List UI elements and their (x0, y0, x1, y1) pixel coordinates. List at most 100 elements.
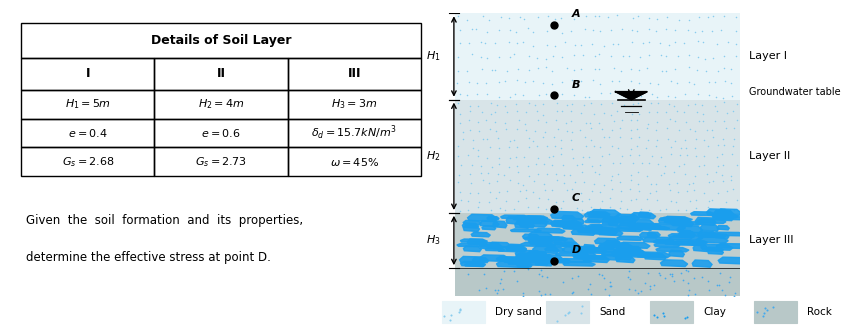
Polygon shape (501, 215, 530, 219)
Bar (155, 147, 287, 176)
Polygon shape (462, 223, 479, 228)
Polygon shape (671, 221, 701, 225)
Text: Clay: Clay (703, 307, 726, 317)
Bar (155, 58, 287, 90)
Polygon shape (516, 253, 549, 261)
Polygon shape (696, 237, 728, 243)
Polygon shape (583, 255, 609, 262)
Polygon shape (630, 219, 654, 226)
Text: $H_2$: $H_2$ (426, 150, 440, 163)
Polygon shape (456, 243, 490, 247)
Polygon shape (471, 232, 490, 237)
Text: Dry sand: Dry sand (495, 307, 542, 317)
Text: $\omega = 45\%$: $\omega = 45\%$ (330, 156, 379, 168)
Polygon shape (591, 225, 603, 228)
Polygon shape (519, 220, 547, 227)
Polygon shape (659, 218, 673, 223)
Polygon shape (523, 234, 540, 239)
Polygon shape (615, 214, 639, 220)
Polygon shape (520, 242, 556, 247)
Bar (455, 100, 740, 213)
Polygon shape (679, 231, 695, 237)
Polygon shape (536, 251, 547, 258)
Polygon shape (496, 260, 531, 268)
Bar (21, 147, 155, 176)
Polygon shape (610, 217, 624, 223)
Polygon shape (536, 242, 567, 247)
Text: Sand: Sand (599, 307, 626, 317)
Polygon shape (616, 256, 635, 263)
Bar (442, 301, 484, 323)
Polygon shape (577, 228, 602, 233)
Polygon shape (530, 240, 548, 245)
Text: Layer II: Layer II (749, 151, 790, 161)
Polygon shape (573, 252, 597, 259)
Polygon shape (692, 242, 705, 245)
Text: I: I (86, 67, 90, 80)
Polygon shape (617, 236, 643, 240)
Polygon shape (718, 257, 751, 264)
Polygon shape (577, 256, 604, 259)
Polygon shape (507, 258, 541, 265)
Polygon shape (692, 260, 712, 267)
Polygon shape (468, 214, 498, 222)
Polygon shape (615, 254, 632, 260)
Polygon shape (615, 249, 645, 255)
Polygon shape (640, 232, 658, 238)
Polygon shape (563, 225, 590, 229)
Polygon shape (463, 220, 481, 225)
Polygon shape (589, 248, 616, 252)
Polygon shape (604, 240, 620, 248)
Polygon shape (631, 212, 655, 219)
Bar (650, 301, 693, 323)
Polygon shape (669, 250, 684, 257)
Text: Given  the  soil  formation  and  its  properties,: Given the soil formation and its propert… (26, 214, 303, 227)
Polygon shape (608, 219, 633, 226)
Polygon shape (583, 244, 596, 252)
Polygon shape (560, 259, 592, 262)
Polygon shape (572, 247, 607, 253)
Polygon shape (473, 257, 489, 263)
Polygon shape (602, 217, 619, 225)
Polygon shape (595, 238, 620, 244)
Polygon shape (515, 221, 530, 228)
Polygon shape (602, 251, 632, 256)
Polygon shape (706, 209, 729, 216)
Polygon shape (552, 258, 570, 263)
Polygon shape (555, 221, 575, 227)
Polygon shape (615, 92, 647, 100)
Polygon shape (690, 212, 715, 216)
Polygon shape (534, 228, 565, 233)
Polygon shape (701, 234, 726, 237)
Polygon shape (542, 258, 555, 264)
Polygon shape (517, 263, 532, 267)
Polygon shape (716, 243, 748, 248)
Polygon shape (545, 247, 564, 251)
Polygon shape (663, 217, 683, 221)
Bar (455, 268, 740, 296)
Polygon shape (572, 218, 584, 224)
Polygon shape (717, 225, 729, 230)
Text: $G_s = 2.73$: $G_s = 2.73$ (196, 155, 246, 168)
Text: A: A (571, 9, 580, 19)
Polygon shape (526, 253, 549, 261)
Polygon shape (461, 261, 485, 266)
Bar (287, 90, 421, 119)
Polygon shape (497, 246, 527, 252)
Polygon shape (536, 237, 564, 240)
Bar (755, 301, 796, 323)
Polygon shape (706, 247, 723, 251)
Polygon shape (460, 256, 485, 263)
Polygon shape (529, 232, 552, 238)
Polygon shape (713, 210, 734, 218)
Polygon shape (510, 229, 541, 232)
Polygon shape (600, 254, 621, 260)
Polygon shape (639, 252, 671, 258)
Bar (287, 147, 421, 176)
Polygon shape (715, 234, 728, 238)
Polygon shape (689, 232, 717, 236)
Polygon shape (587, 211, 610, 216)
Polygon shape (697, 219, 726, 223)
Text: $e = 0.6$: $e = 0.6$ (201, 127, 241, 139)
Polygon shape (677, 225, 703, 233)
